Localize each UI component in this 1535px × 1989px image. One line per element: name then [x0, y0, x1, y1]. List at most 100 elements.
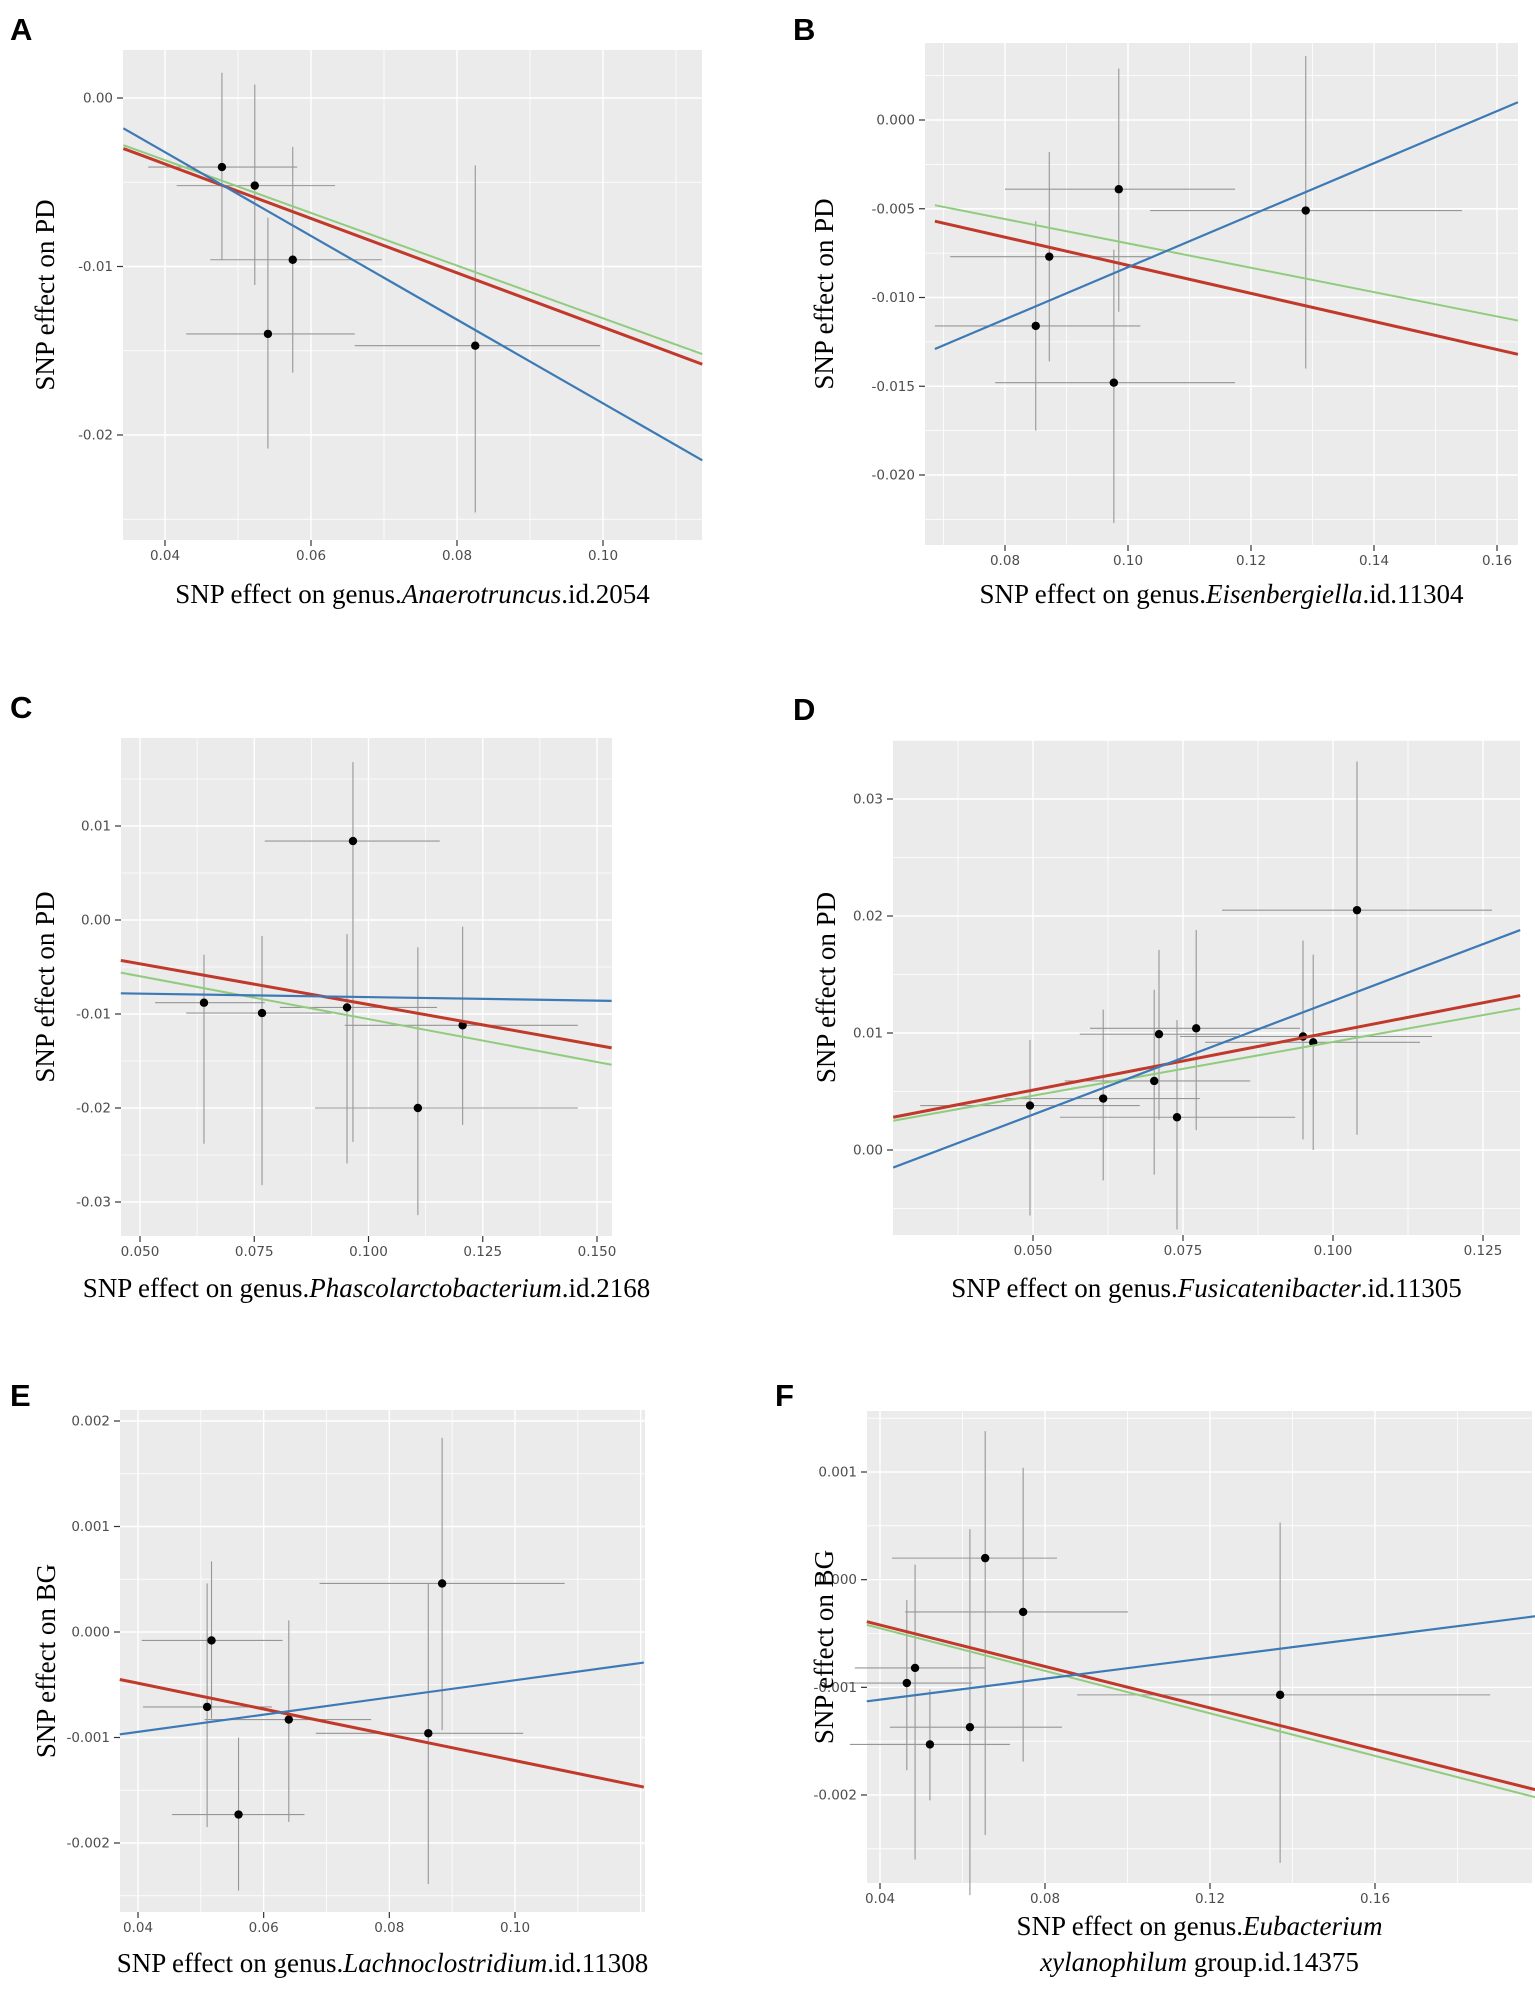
x-tick-label: 0.16 — [1482, 553, 1512, 569]
x-tick-label: 0.08 — [442, 548, 472, 564]
x-tick-label: 0.100 — [1314, 1243, 1353, 1259]
data-point — [1025, 1101, 1035, 1110]
y-tick-label: 0.000 — [818, 1572, 857, 1588]
x-axis-title: SNP effect on genus.Phascolarctobacteriu… — [83, 1273, 650, 1303]
data-point — [1031, 321, 1040, 331]
x-tick-label: 0.050 — [121, 1244, 160, 1260]
data-point — [1154, 1029, 1164, 1039]
y-tick-label: -0.020 — [871, 468, 915, 484]
y-tick-label: 0.001 — [818, 1465, 857, 1481]
plot-area — [925, 43, 1518, 545]
x-tick-label: 0.08 — [374, 1920, 404, 1936]
data-point — [910, 1663, 920, 1673]
regression-line-green — [123, 144, 703, 356]
y-tick-label: -0.01 — [76, 1007, 111, 1023]
y-tick-label: -0.002 — [813, 1788, 857, 1804]
data-point — [413, 1103, 423, 1113]
x-axis-title: SNP effect on genus.Fusicatenibacter.id.… — [951, 1273, 1461, 1303]
data-point — [1301, 206, 1310, 215]
data-point — [199, 998, 209, 1007]
data-point — [207, 1636, 216, 1645]
data-point — [342, 1003, 352, 1012]
y-tick-label: 0.00 — [83, 91, 113, 107]
data-point — [1352, 905, 1362, 915]
regression-line-green — [893, 1007, 1521, 1122]
x-tick-label: 0.14 — [1359, 553, 1389, 569]
data-point — [1192, 1024, 1201, 1033]
y-tick-label: 0.03 — [853, 792, 883, 808]
x-axis-title: SNP effect on genus.Eisenbergiella.id.11… — [980, 579, 1464, 609]
x-tick-label: 0.08 — [1030, 1891, 1060, 1907]
regression-line-blue — [120, 992, 612, 1002]
y-tick-label: -0.02 — [76, 1101, 111, 1117]
panel-label-c: C — [10, 690, 32, 725]
regression-line-red — [892, 994, 1521, 1119]
x-axis-title: SNP effect on genus.Eubacterium — [1017, 1911, 1383, 1941]
x-axis-title-line2: xylanophilum group.id.14375 — [1039, 1947, 1359, 1977]
y-axis-title: SNP effect on PD — [30, 199, 60, 390]
x-tick-label: 0.08 — [990, 553, 1020, 569]
y-tick-label: 0.01 — [81, 819, 111, 835]
regression-line-blue — [119, 1661, 644, 1736]
y-tick-label: -0.03 — [76, 1195, 111, 1211]
y-tick-label: 0.01 — [853, 1026, 883, 1042]
x-axis-title: SNP effect on genus.Lachnoclostridium.id… — [117, 1948, 648, 1978]
data-point — [925, 1740, 935, 1749]
y-tick-label: -0.01 — [78, 259, 113, 275]
data-point — [424, 1729, 433, 1738]
panel-d: 0.050 0.075 0.100 0.125 0.03 0.02 0.01 0.00 SNP … — [793, 692, 1521, 1303]
y-axis-title: SNP effect on PD — [30, 891, 60, 1082]
y-tick-label: -0.02 — [78, 428, 113, 444]
x-tick-label: 0.06 — [296, 548, 326, 564]
y-tick-label: -0.002 — [66, 1836, 110, 1852]
y-tick-label: 0.000 — [71, 1625, 110, 1641]
y-axis-title: SNP effect on PD — [811, 892, 841, 1083]
y-tick-label: 0.00 — [81, 913, 111, 929]
data-point — [1150, 1076, 1159, 1086]
x-tick-label: 0.06 — [249, 1920, 279, 1936]
regression-line-red — [120, 958, 612, 1050]
y-tick-label: -0.001 — [66, 1730, 110, 1746]
x-tick-label: 0.04 — [865, 1891, 895, 1907]
panel-a: 0.04 0.06 0.08 0.10 0.00 -0.01 -0.02 SNP effect… — [10, 12, 703, 609]
y-axis-title: SNP effect on BG — [809, 1550, 839, 1744]
y-axis-title: SNP effect on BG — [31, 1564, 61, 1758]
data-point — [202, 1702, 212, 1712]
regression-line-blue — [892, 929, 1521, 1169]
data-point — [437, 1579, 447, 1588]
data-point — [1018, 1607, 1028, 1617]
regression-line-blue — [934, 101, 1519, 350]
panel-label-e: E — [10, 1378, 31, 1413]
x-tick-label: 0.12 — [1236, 553, 1266, 569]
regression-line-green — [866, 1623, 1535, 1799]
x-tick-label: 0.16 — [1360, 1891, 1390, 1907]
panel-b: 0.08 0.10 0.12 0.14 0.16 0.000 -0.005 -0.010 -0.… — [793, 12, 1519, 609]
regression-line-red — [934, 219, 1519, 356]
data-point — [250, 181, 259, 190]
data-point — [471, 341, 480, 350]
panel-label-d: D — [793, 692, 815, 727]
x-tick-label: 0.125 — [463, 1244, 502, 1260]
y-tick-label: 0.001 — [71, 1519, 110, 1535]
x-axis-title: SNP effect on genus.Anaerotruncus.id.205… — [175, 579, 650, 609]
y-tick-label: 0.000 — [876, 113, 915, 129]
data-point — [1275, 1690, 1285, 1700]
y-tick-label: -0.010 — [871, 290, 915, 306]
y-tick-label: 0.00 — [853, 1143, 883, 1159]
data-point — [217, 162, 227, 172]
regression-line-red — [119, 1678, 645, 1789]
regression-line-blue — [122, 127, 703, 462]
y-tick-label: 0.02 — [853, 909, 883, 925]
data-point — [1099, 1094, 1108, 1103]
plot-area — [121, 738, 612, 1236]
data-point — [348, 836, 358, 846]
x-tick-label: 0.075 — [235, 1244, 274, 1260]
regression-line-green — [934, 204, 1519, 322]
data-point — [980, 1553, 990, 1563]
y-tick-label: -0.015 — [871, 379, 915, 395]
regression-line-blue — [866, 1615, 1535, 1703]
x-tick-label: 0.04 — [123, 1920, 153, 1936]
plot-area — [867, 1411, 1532, 1883]
